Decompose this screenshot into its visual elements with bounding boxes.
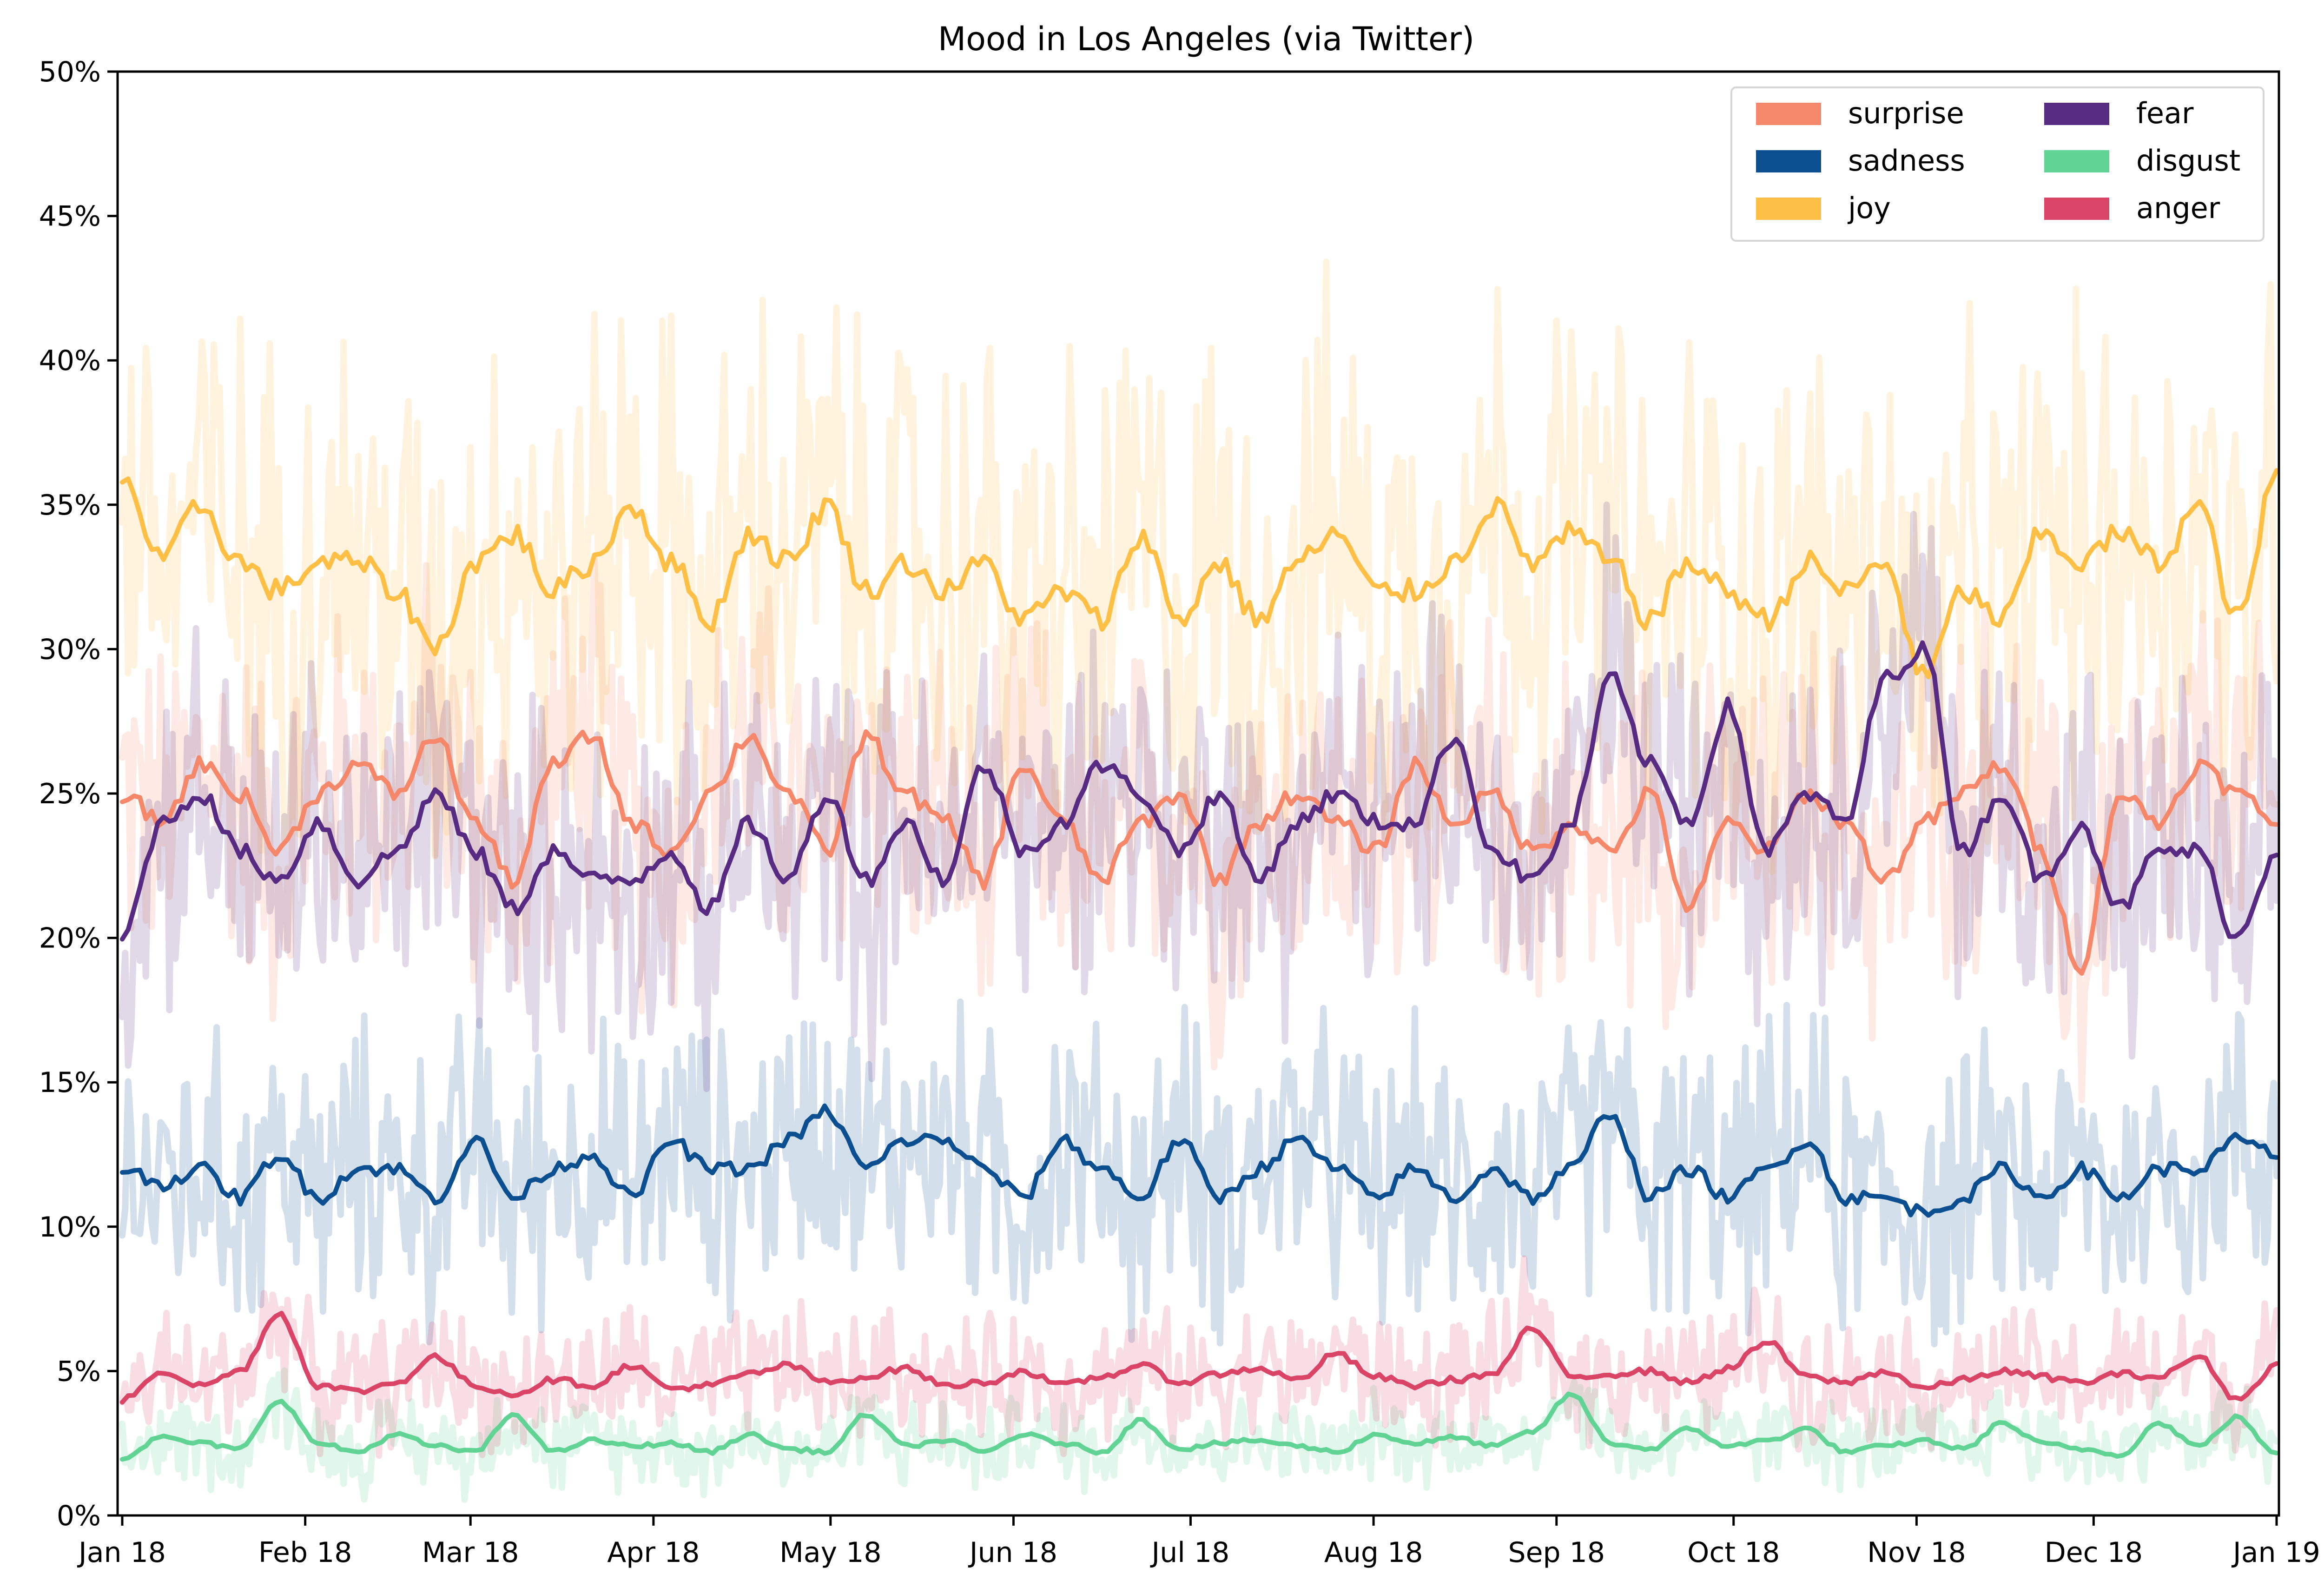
x-tick-label: Dec 18 xyxy=(2045,1536,2143,1569)
y-tick-label: 50% xyxy=(39,56,101,88)
series-line-disgust xyxy=(120,1391,2278,1462)
x-tick-label: Apr 18 xyxy=(607,1536,700,1569)
raw-band-anger xyxy=(119,1255,2278,1459)
y-tick-label: 15% xyxy=(39,1066,101,1099)
legend-label-sadness: sadness xyxy=(1848,144,1965,178)
x-tick-label: Jun 18 xyxy=(968,1536,1057,1569)
x-tick-label: Jan 19 xyxy=(2231,1536,2320,1569)
raw-band-disgust xyxy=(119,1367,2278,1503)
y-tick-label: 0% xyxy=(57,1500,101,1532)
y-tick-label: 45% xyxy=(39,200,101,233)
x-tick-label: Oct 18 xyxy=(1687,1536,1780,1569)
series-line-joy xyxy=(120,468,2278,680)
series-line-fear xyxy=(120,640,2278,942)
legend-frame xyxy=(1730,86,2265,242)
legend-swatch-surprise xyxy=(1756,103,1821,125)
x-tick-label: Nov 18 xyxy=(1867,1536,1966,1569)
legend-label-anger: anger xyxy=(2136,191,2220,225)
raw-band-surprise xyxy=(119,555,2278,1104)
y-tick-label: 5% xyxy=(57,1355,101,1388)
legend-swatch-sadness xyxy=(1756,150,1821,172)
raw-band-fear xyxy=(119,501,2278,1092)
y-axis: 0% 5% 10% 15% 20% 25% 30% 35% 40% 45% 50% xyxy=(39,56,118,1532)
x-tick-label: Jan 18 xyxy=(77,1536,166,1569)
x-tick-label: Mar 18 xyxy=(422,1536,519,1569)
x-tick-label: May 18 xyxy=(779,1536,881,1569)
legend-label-fear: fear xyxy=(2136,96,2194,130)
smoothed-lines xyxy=(120,468,2278,1462)
y-tick-label: 30% xyxy=(39,633,101,666)
y-tick-label: 10% xyxy=(39,1211,101,1244)
legend-label-disgust: disgust xyxy=(2136,144,2240,178)
legend-label-joy: joy xyxy=(1847,191,1891,225)
y-tick-label: 35% xyxy=(39,489,101,522)
x-axis: Jan 18 Feb 18 Mar 18 Apr 18 May 18 Jun 18 Jul … xyxy=(77,1515,2320,1569)
series-line-sadness xyxy=(120,1103,2278,1218)
x-tick-label: Sep 18 xyxy=(1508,1536,1605,1569)
y-tick-label: 40% xyxy=(39,344,101,377)
raw-band-sadness xyxy=(119,998,2278,1348)
chart-title: Mood in Los Angeles (via Twitter) xyxy=(938,20,1474,58)
plot-frame xyxy=(116,70,2280,1517)
legend-label-surprise: surprise xyxy=(1848,96,1964,130)
x-tick-label: Aug 18 xyxy=(1324,1536,1423,1569)
x-tick-label: Feb 18 xyxy=(258,1536,352,1569)
legend-swatch-anger xyxy=(2044,198,2109,220)
x-tick-label: Jul 18 xyxy=(1150,1536,1230,1569)
legend-swatch-disgust xyxy=(2044,150,2109,172)
y-tick-label: 25% xyxy=(39,778,101,810)
series-line-anger xyxy=(120,1310,2278,1405)
legend-swatch-joy xyxy=(1756,198,1821,220)
series-line-surprise xyxy=(120,729,2278,976)
legend-swatch-fear xyxy=(2044,103,2109,125)
legend: surprise sadness joy fear disgust anger xyxy=(1730,86,2265,242)
y-tick-label: 20% xyxy=(39,922,101,955)
